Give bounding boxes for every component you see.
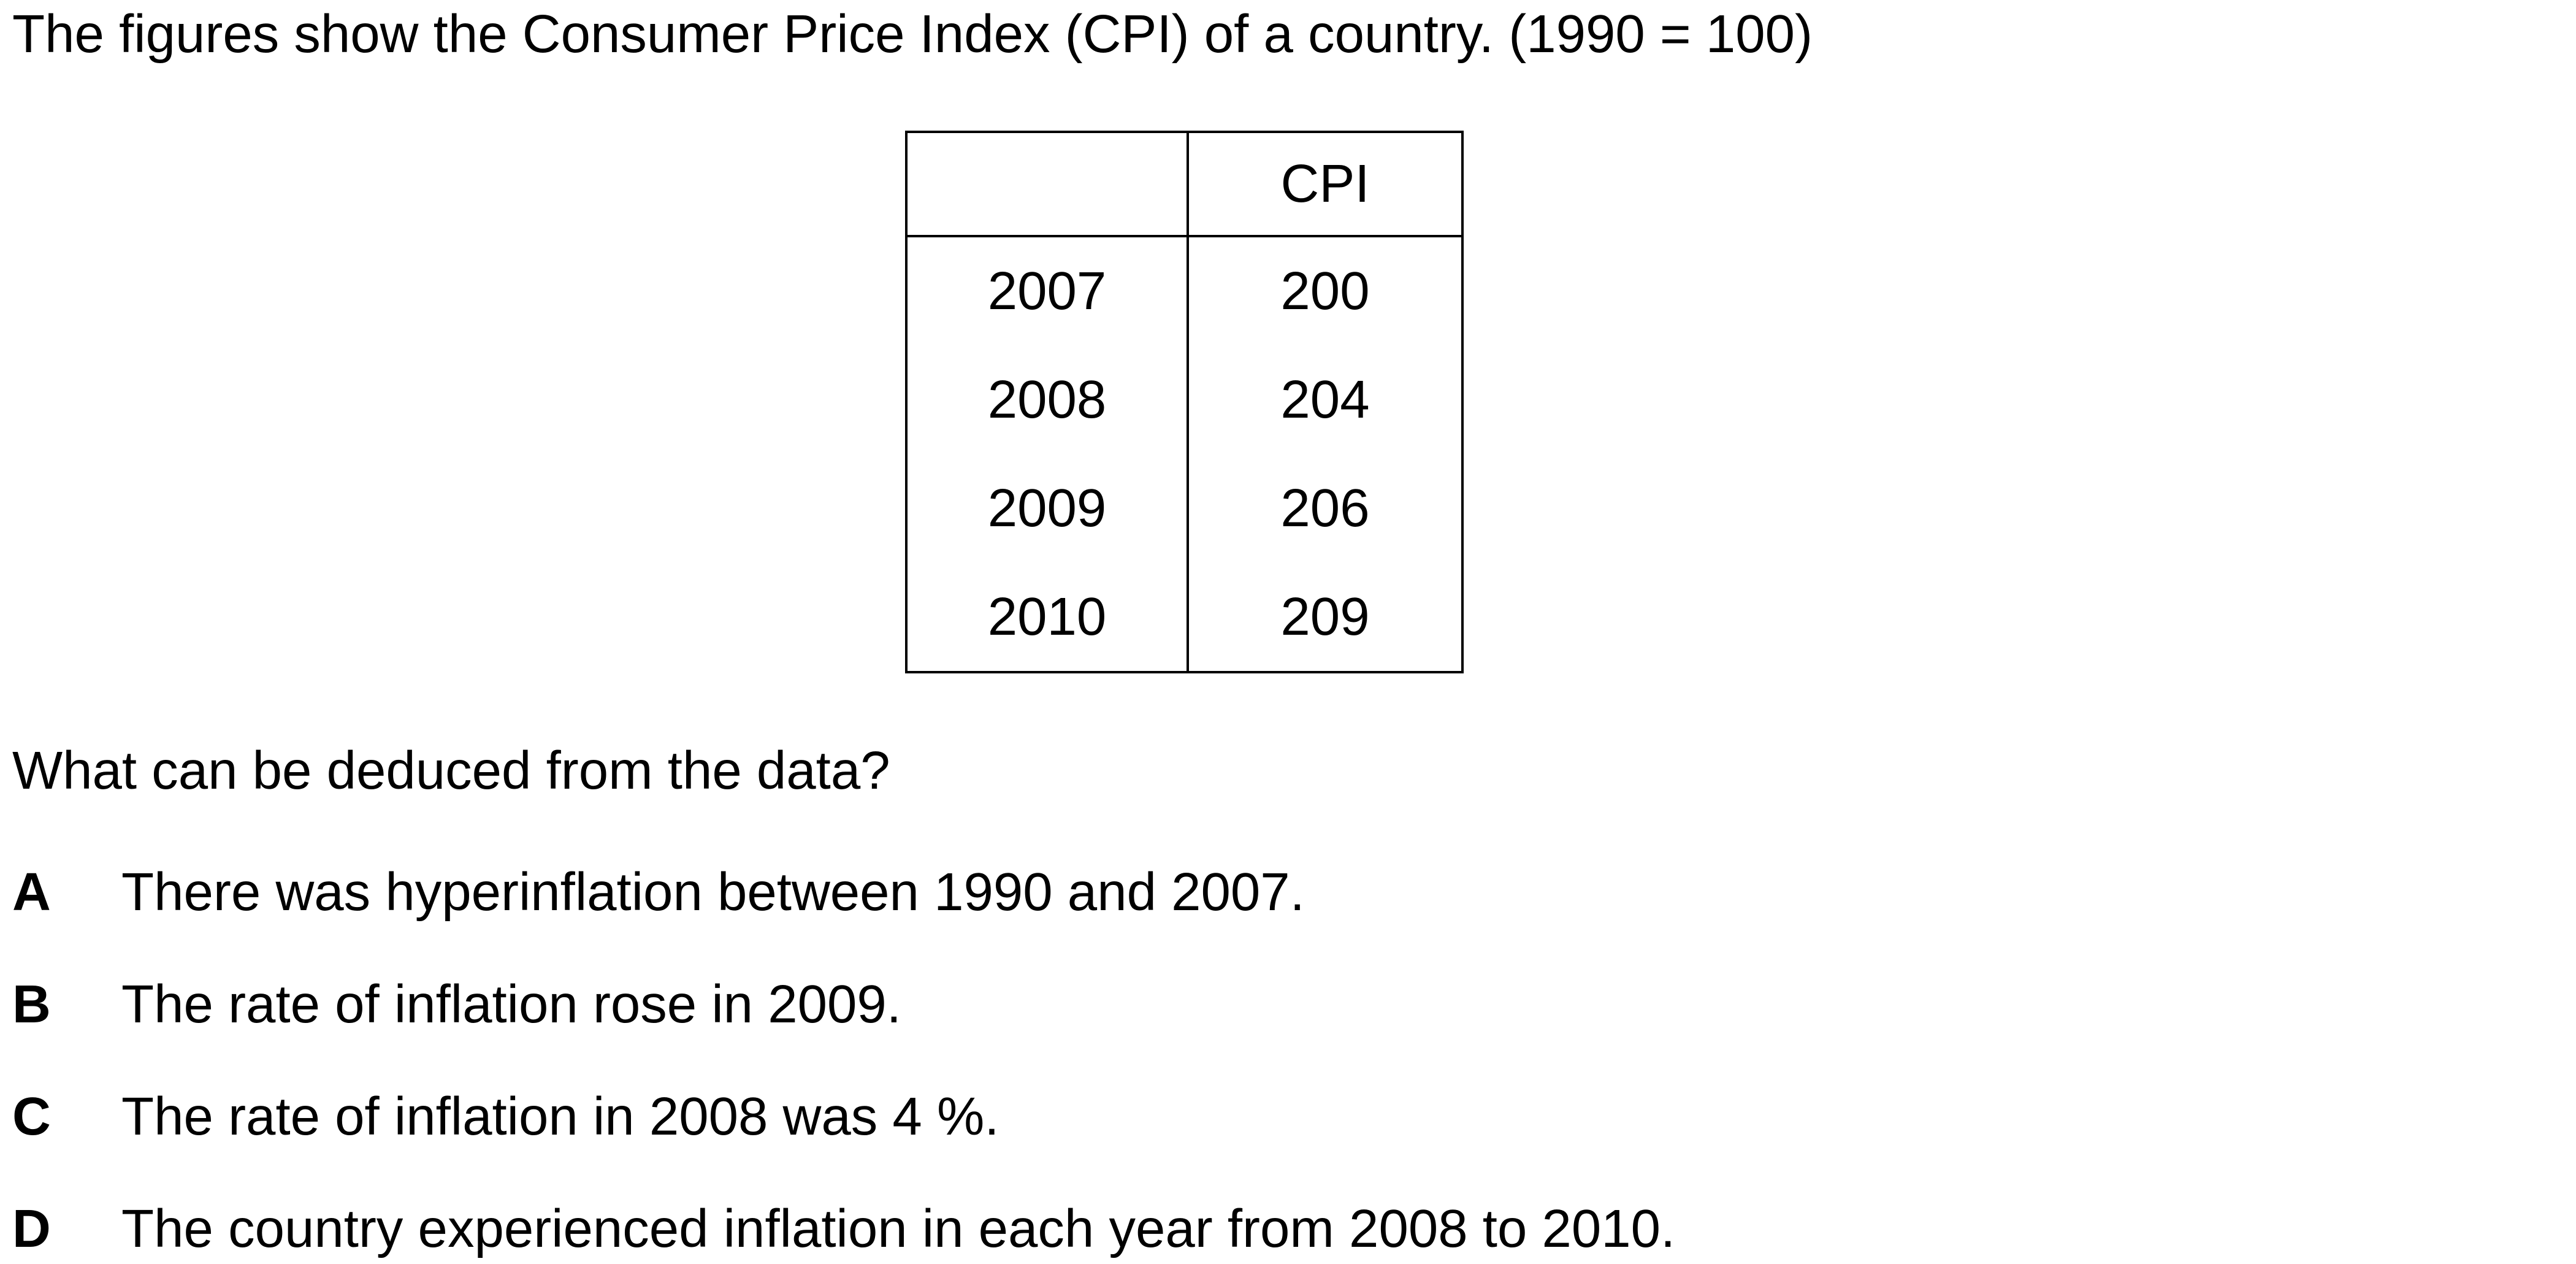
option-letter: D — [12, 1199, 51, 1258]
cpi-cell: 206 — [1280, 478, 1370, 538]
year-cell: 2009 — [906, 454, 1189, 564]
option-text: There was hyperinflation between 1990 an… — [121, 862, 1305, 922]
option-text: The country experienced inflation in eac… — [121, 1199, 1676, 1258]
option-letter: B — [12, 975, 51, 1034]
option-letter: C — [12, 1087, 51, 1146]
option-c[interactable]: C The rate of inflation in 2008 was 4 %. — [12, 1090, 999, 1143]
question-text: What can be deduced from the data? — [12, 741, 890, 800]
option-d[interactable]: D The country experienced inflation in ea… — [12, 1202, 1675, 1255]
intro-text: The figures show the Consumer Price Inde… — [12, 4, 1813, 64]
table-row: 2009 206 — [906, 454, 1462, 564]
table-row: 2010 209 — [906, 563, 1462, 672]
header-cell-cpi: CPI — [1188, 132, 1462, 237]
cpi-cell: 209 — [1280, 587, 1370, 647]
option-a[interactable]: A There was hyperinflation between 1990 a… — [12, 865, 1305, 919]
table-row: 2007 200 — [906, 236, 1462, 345]
cpi-table: CPI 2007 200 2008 204 2009 206 2010 209 — [905, 131, 1464, 673]
table-header-row: CPI — [906, 132, 1462, 237]
year-cell: 2008 — [906, 345, 1189, 454]
header-cell-year — [906, 132, 1189, 237]
year-cell: 2010 — [906, 563, 1189, 672]
cpi-cell: 204 — [1280, 369, 1370, 429]
cpi-cell: 200 — [1280, 261, 1370, 321]
year-cell: 2007 — [906, 236, 1189, 345]
option-letter: A — [12, 862, 51, 922]
option-b[interactable]: B The rate of inflation rose in 2009. — [12, 978, 901, 1031]
option-text: The rate of inflation rose in 2009. — [121, 975, 901, 1034]
option-text: The rate of inflation in 2008 was 4 %. — [121, 1087, 999, 1146]
table-row: 2008 204 — [906, 345, 1462, 454]
